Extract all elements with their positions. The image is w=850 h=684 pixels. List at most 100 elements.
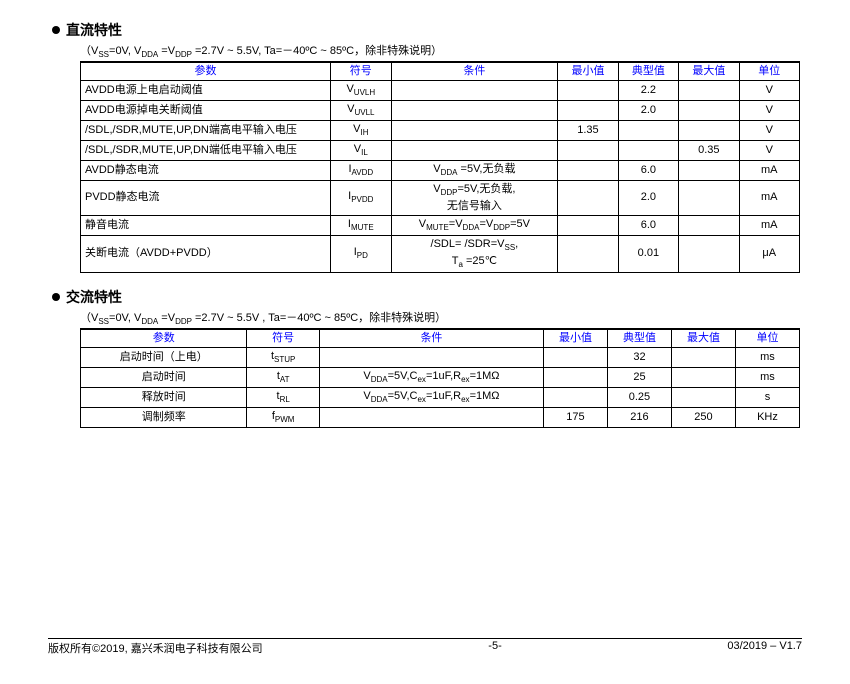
- table-cell-unit: s: [735, 387, 799, 407]
- table-cell-cond: VDDP=5V,无负载,无信号输入: [391, 180, 558, 215]
- table-cell-param: 静音电流: [81, 215, 331, 235]
- table-cell-param: 调制频率: [81, 407, 247, 427]
- table-cell-unit: μA: [739, 235, 799, 272]
- dc-conditions: （VSS=0V, VDDA =VDDP =2.7V ~ 5.5V, Ta=－40…: [80, 42, 802, 59]
- table-header: 典型值: [607, 329, 671, 347]
- table-cell-cond: VDDA =5V,无负载: [391, 160, 558, 180]
- table-cell-min: [543, 387, 607, 407]
- table-cell-cond: VDDA=5V,Cex=1uF,Rex=1MΩ: [319, 387, 543, 407]
- table-header: 符号: [331, 62, 391, 80]
- table-cell-sym: VIH: [331, 121, 391, 141]
- table-cell-typ: 216: [607, 407, 671, 427]
- table-cell-max: 250: [671, 407, 735, 427]
- table-cell-param: PVDD静态电流: [81, 180, 331, 215]
- table-cell-sym: IPD: [331, 235, 391, 272]
- table-header: 最小值: [558, 62, 618, 80]
- table-cell-max: [671, 347, 735, 367]
- table-cell-min: [543, 367, 607, 387]
- ac-conditions: （VSS=0V, VDDA =VDDP =2.7V ~ 5.5V , Ta=－4…: [80, 309, 802, 326]
- table-cell-typ: 0.25: [607, 387, 671, 407]
- table-header: 最大值: [671, 329, 735, 347]
- table-cell-typ: [618, 140, 678, 160]
- table-cell-unit: mA: [739, 215, 799, 235]
- table-header: 最小值: [543, 329, 607, 347]
- table-cell-unit: ms: [735, 367, 799, 387]
- table-cell-min: [543, 347, 607, 367]
- table-cell-sym: IMUTE: [331, 215, 391, 235]
- table-cell-min: [558, 160, 618, 180]
- table-cell-sym: tSTUP: [247, 347, 320, 367]
- table-cell-cond: VDDA=5V,Cex=1uF,Rex=1MΩ: [319, 367, 543, 387]
- footer-right: 03/2019 – V1.7: [727, 640, 802, 656]
- table-cell-unit: mA: [739, 160, 799, 180]
- table-cell-param: AVDD静态电流: [81, 160, 331, 180]
- table-cell-typ: 6.0: [618, 215, 678, 235]
- table-cell-sym: IAVDD: [331, 160, 391, 180]
- table-cell-unit: V: [739, 121, 799, 141]
- bullet-icon: [52, 293, 60, 301]
- table-cell-min: [558, 101, 618, 121]
- table-cell-cond: [319, 407, 543, 427]
- table-cell-max: [671, 387, 735, 407]
- table-cell-typ: 2.2: [618, 81, 678, 101]
- table-cell-max: [679, 180, 739, 215]
- table-cell-typ: 25: [607, 367, 671, 387]
- table-cell-sym: VIL: [331, 140, 391, 160]
- table-cell-max: [679, 81, 739, 101]
- table-cell-cond: [391, 101, 558, 121]
- table-cell-max: [679, 121, 739, 141]
- table-cell-unit: V: [739, 81, 799, 101]
- table-cell-sym: tRL: [247, 387, 320, 407]
- dc-title: 直流特性: [66, 20, 122, 40]
- table-cell-param: 释放时间: [81, 387, 247, 407]
- table-cell-typ: 0.01: [618, 235, 678, 272]
- table-cell-unit: V: [739, 101, 799, 121]
- table-cell-min: [558, 235, 618, 272]
- table-cell-param: 关断电流（AVDD+PVDD）: [81, 235, 331, 272]
- table-cell-typ: 2.0: [618, 180, 678, 215]
- table-cell-min: [558, 215, 618, 235]
- table-cell-sym: VUVLL: [331, 101, 391, 121]
- table-cell-min: 1.35: [558, 121, 618, 141]
- table-header: 参数: [81, 329, 247, 347]
- table-cell-unit: KHz: [735, 407, 799, 427]
- table-header: 单位: [739, 62, 799, 80]
- table-header: 符号: [247, 329, 320, 347]
- footer-left: 版权所有©2019, 嘉兴禾润电子科技有限公司: [48, 640, 263, 656]
- table-cell-min: [558, 140, 618, 160]
- table-header: 参数: [81, 62, 331, 80]
- table-cell-typ: 6.0: [618, 160, 678, 180]
- table-header: 最大值: [679, 62, 739, 80]
- table-cell-max: [679, 101, 739, 121]
- table-cell-cond: [391, 81, 558, 101]
- table-cell-param: AVDD电源掉电关断阈值: [81, 101, 331, 121]
- table-cell-cond: [391, 121, 558, 141]
- table-cell-min: [558, 180, 618, 215]
- table-header: 条件: [319, 329, 543, 347]
- table-cell-param: /SDL,/SDR,MUTE,UP,DN端高电平输入电压: [81, 121, 331, 141]
- table-cell-typ: [618, 121, 678, 141]
- ac-title: 交流特性: [66, 287, 122, 307]
- table-header: 条件: [391, 62, 558, 80]
- dc-section-header: 直流特性: [48, 20, 802, 40]
- table-cell-unit: mA: [739, 180, 799, 215]
- table-cell-typ: 32: [607, 347, 671, 367]
- table-cell-param: /SDL,/SDR,MUTE,UP,DN端低电平输入电压: [81, 140, 331, 160]
- table-cell-sym: tAT: [247, 367, 320, 387]
- table-cell-cond: VMUTE=VDDA=VDDP=5V: [391, 215, 558, 235]
- table-cell-typ: 2.0: [618, 101, 678, 121]
- table-cell-cond: [391, 140, 558, 160]
- table-cell-max: 0.35: [679, 140, 739, 160]
- table-cell-param: AVDD电源上电启动阈值: [81, 81, 331, 101]
- table-cell-sym: fPWM: [247, 407, 320, 427]
- bullet-icon: [52, 26, 60, 34]
- table-header: 典型值: [618, 62, 678, 80]
- table-cell-unit: ms: [735, 347, 799, 367]
- table-cell-unit: V: [739, 140, 799, 160]
- table-cell-max: [671, 367, 735, 387]
- ac-table: 参数符号条件最小值典型值最大值单位启动时间（上电）tSTUP32ms启动时间tA…: [80, 328, 800, 428]
- dc-table: 参数符号条件最小值典型值最大值单位AVDD电源上电启动阈值VUVLH2.2VAV…: [80, 61, 800, 273]
- table-cell-max: [679, 215, 739, 235]
- table-header: 单位: [735, 329, 799, 347]
- table-cell-max: [679, 235, 739, 272]
